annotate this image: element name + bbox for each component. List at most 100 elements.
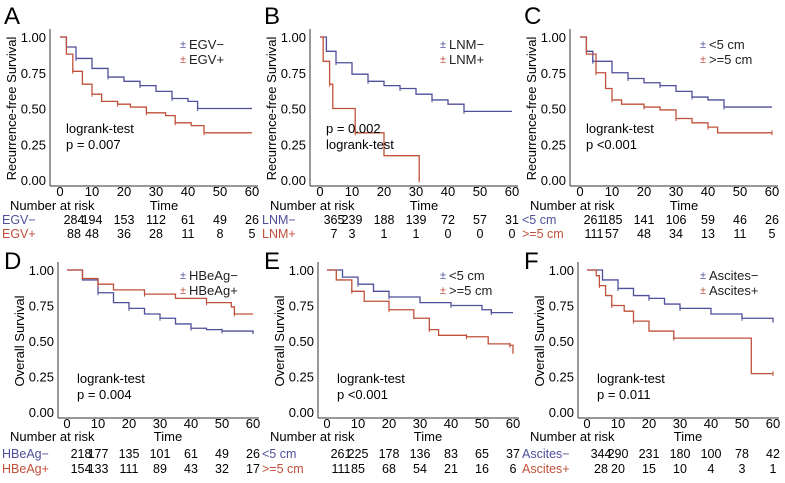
y-tick-label: 0.75 (29, 299, 54, 314)
annotation-text: p = 0.007 (66, 137, 121, 152)
x-tick-label: 50 (735, 416, 749, 431)
risk-count: 57 (473, 213, 487, 227)
risk-count: 185 (602, 213, 623, 227)
x-tick-label: 30 (153, 416, 167, 431)
risk-count: 111 (119, 462, 138, 476)
x-tick-label: 20 (377, 184, 391, 199)
legend-marker-icon: ± (700, 285, 706, 297)
annotation-text: logrank-test (586, 121, 654, 136)
annotation-text: p = 0.011 (597, 387, 651, 402)
risk-count: 1 (770, 462, 777, 476)
risk-row-label: LNM− (262, 213, 296, 227)
risk-count: 16 (475, 462, 489, 476)
panel-label: E (264, 248, 280, 275)
legend-marker-icon: ± (440, 54, 446, 66)
km-plot-c: C 0.00 0.25 0.50 0.75 1.00 0 10 20 30 40 50 60 Recurr… (522, 3, 779, 241)
x-tick-label: 20 (637, 184, 651, 199)
risk-count: 57 (605, 227, 619, 240)
risk-count: 36 (117, 227, 131, 240)
legend-entry: EGV− (189, 37, 224, 52)
x-tick-label: 50 (733, 184, 747, 199)
risk-count: 20 (611, 462, 625, 476)
annotation-text: logrank-test (597, 371, 665, 386)
y-tick-label: 0.50 (549, 334, 574, 349)
risk-count: 83 (444, 447, 458, 461)
risk-count: 188 (374, 213, 395, 227)
risk-count: 194 (82, 213, 103, 227)
x-tick-label: 10 (85, 184, 99, 199)
y-tick-label: 0.00 (541, 173, 566, 188)
legend-entry: Ascites− (709, 268, 759, 283)
y-tick-label: 1.00 (289, 263, 314, 278)
x-tick-label: 10 (351, 416, 365, 431)
survival-curve-2 (320, 36, 420, 180)
legend-entry: >=5 cm (709, 52, 752, 67)
risk-count: 65 (475, 447, 489, 461)
survival-curve-1 (327, 269, 513, 314)
legend-entry: LNM− (449, 37, 484, 52)
risk-count: 68 (382, 462, 396, 476)
y-tick-label: 0.75 (289, 299, 314, 314)
y-tick-label: 1.00 (29, 263, 54, 278)
survival-curve-1 (580, 36, 772, 108)
risk-count: 32 (215, 462, 229, 476)
legend-entry: LNM+ (449, 52, 484, 67)
risk-count: 11 (182, 227, 195, 240)
risk-count: 42 (766, 447, 780, 461)
y-tick-label: 0.50 (541, 102, 566, 117)
legend-marker-icon: ± (700, 54, 706, 66)
legend-entry: <5 cm (709, 37, 745, 52)
risk-row-label: <5 cm (262, 447, 296, 461)
risk-count: 15 (642, 462, 656, 476)
x-tick-label: 20 (642, 416, 656, 431)
annotation-text: logrank-test (66, 121, 134, 136)
panel-label: F (524, 248, 539, 275)
risk-count: 178 (379, 447, 400, 461)
risk-count: 43 (184, 462, 198, 476)
risk-count: 21 (444, 462, 458, 476)
x-tick-label: 30 (673, 416, 687, 431)
risk-count: 54 (413, 462, 427, 476)
x-tick-label: 0 (583, 416, 590, 431)
risk-count: 101 (150, 447, 171, 461)
risk-table-title: Number at risk (530, 198, 615, 213)
risk-count: 89 (153, 462, 167, 476)
y-tick-label: 0.00 (21, 173, 46, 188)
risk-count: 154 (71, 462, 92, 476)
y-tick-label: 0.00 (281, 173, 306, 188)
risk-count: 133 (88, 462, 109, 476)
risk-count: 28 (149, 227, 163, 240)
x-tick-label: 60 (505, 184, 519, 199)
risk-count: 180 (670, 447, 691, 461)
risk-count: 1 (413, 227, 420, 240)
x-tick-label: 50 (213, 184, 227, 199)
x-tick-label: 40 (444, 416, 458, 431)
x-tick-label: 20 (117, 184, 131, 199)
x-tick-label: 40 (701, 184, 715, 199)
y-tick-label: 0.25 (289, 370, 314, 385)
x-tick-label: 20 (122, 416, 136, 431)
survival-curve-2 (60, 36, 252, 134)
risk-count: 6 (510, 462, 517, 476)
risk-count: 141 (634, 213, 655, 227)
risk-count: 26 (246, 447, 260, 461)
x-tick-label: 0 (323, 416, 330, 431)
risk-row-label: EGV+ (2, 227, 36, 240)
x-tick-label: 60 (245, 184, 259, 199)
risk-count: 46 (733, 213, 747, 227)
risk-count: 28 (594, 462, 608, 476)
risk-count: 261 (584, 213, 605, 227)
risk-count: 26 (765, 213, 779, 227)
y-tick-label: 0.75 (549, 299, 574, 314)
risk-count: 177 (88, 447, 109, 461)
survival-curve-1 (320, 36, 512, 113)
risk-count: 3 (349, 227, 356, 240)
x-tick-label: 10 (605, 184, 619, 199)
risk-count: 136 (410, 447, 431, 461)
x-axis-label: Time (150, 198, 178, 213)
annotation-text: p <0.001 (337, 387, 388, 402)
km-plot-b: B0.000.250.500.751.000 10 20 30 40 50 60Recurr… (262, 3, 519, 241)
legend-marker-icon: ± (440, 39, 446, 51)
risk-count: 365 (324, 213, 345, 227)
